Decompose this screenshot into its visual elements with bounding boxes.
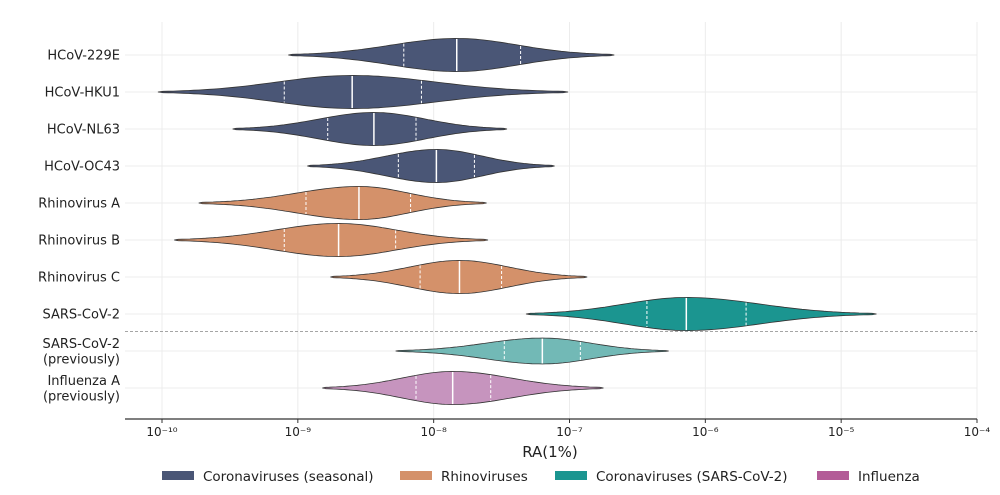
y-tick-label: HCoV-NL63	[47, 123, 120, 138]
violin-hcov-nl63	[232, 111, 508, 147]
x-tick-label: 10⁻⁸	[420, 425, 447, 439]
legend-label: Rhinoviruses	[441, 469, 528, 485]
legend-swatch	[162, 471, 194, 480]
y-tick-label: SARS-CoV-2	[43, 308, 121, 323]
y-tick-label: Influenza A	[47, 374, 120, 389]
y-tick-label: HCoV-OC43	[44, 160, 120, 175]
legend-swatch	[555, 471, 587, 480]
legend-swatch	[817, 471, 849, 480]
y-tick-label: (previously)	[43, 353, 120, 368]
y-tick-label: SARS-CoV-2	[43, 337, 121, 352]
violin-hcov-229e	[288, 37, 615, 73]
x-axis-label: RA(1%)	[522, 443, 578, 461]
violin-influenza-a-previously-	[322, 370, 604, 406]
x-axis: 10⁻¹⁰ 10⁻⁹ 10⁻⁸ 10⁻⁷ 10⁻⁶ 10⁻⁵ 10⁻⁴	[125, 418, 991, 439]
legend-label: Influenza	[858, 469, 920, 485]
legend-label: Coronaviruses (seasonal)	[203, 469, 374, 485]
x-tick-label: 10⁻⁵	[828, 425, 855, 439]
y-tick-label: Rhinovirus C	[38, 271, 120, 286]
x-tick-label: 10⁻⁹	[285, 425, 312, 439]
y-tick-label: HCoV-229E	[47, 49, 120, 64]
violin-sars-cov-2-previously-	[395, 337, 669, 365]
y-tick-label: Rhinovirus B	[38, 234, 120, 249]
x-tick-label: 10⁻⁶	[692, 425, 719, 439]
x-tick-label: 10⁻¹⁰	[146, 425, 177, 439]
violin-rhinovirus-b	[174, 222, 489, 258]
violin-rhinovirus-a	[198, 186, 487, 220]
legend-label: Coronaviruses (SARS-CoV-2)	[596, 469, 788, 485]
violin-sars-cov-2	[525, 296, 877, 332]
violin-hcov-hku1	[157, 74, 569, 110]
legend-swatch	[400, 471, 432, 480]
legend: Coronaviruses (seasonal) Rhinoviruses Coro…	[162, 469, 920, 485]
y-tick-label: HCoV-HKU1	[45, 86, 120, 101]
y-tick-label: Rhinovirus A	[38, 197, 120, 212]
violin-hcov-oc43	[307, 148, 555, 184]
violins	[157, 37, 877, 406]
x-tick-label: 10⁻⁷	[556, 425, 583, 439]
y-tick-label: (previously)	[43, 390, 120, 405]
x-tick-label: 10⁻⁴	[964, 425, 991, 439]
y-tick-labels: HCoV-229E HCoV-HKU1 HCoV-NL63 HCoV-OC43 Rhin…	[38, 49, 120, 405]
